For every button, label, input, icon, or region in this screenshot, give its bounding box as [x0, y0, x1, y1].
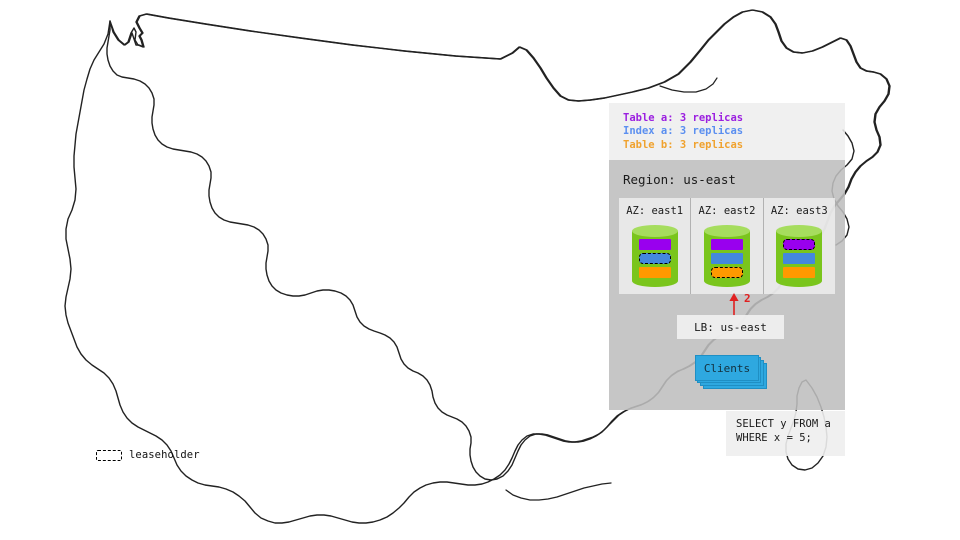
- leaseholder-swatch-icon: [96, 449, 122, 461]
- us-east-topology-panel: Table a: 3 replicas Index a: 3 replicas …: [609, 103, 845, 410]
- clients-label: Clients: [703, 361, 751, 375]
- replica-bar-table-a: [783, 239, 816, 250]
- replica-legend: Table a: 3 replicas Index a: 3 replicas …: [609, 103, 845, 160]
- region-us-east: Region: us-east AZ: east1: [609, 160, 845, 410]
- replica-bar-table-b: [638, 267, 671, 278]
- replica-bar-index-a: [783, 253, 816, 264]
- replica-legend-list: Table a: 3 replicas Index a: 3 replicas …: [623, 112, 743, 152]
- cylinder-top: [631, 225, 678, 237]
- node-cylinder-east3: [776, 225, 823, 287]
- replica-bars-east3: [783, 239, 816, 281]
- load-balancer-box: LB: us-east: [677, 315, 784, 339]
- sql-query-line-1: SELECT y FROM a: [736, 418, 831, 430]
- arrow-head: [729, 293, 739, 301]
- flow-arrow-lb-to-east2: 2: [726, 292, 766, 317]
- az-label-east1: AZ: east1: [626, 205, 684, 217]
- clients-stack[interactable]: Clients: [695, 355, 767, 389]
- replica-bar-table-b: [710, 267, 743, 278]
- region-title: Region: us-east: [623, 172, 736, 187]
- node-cylinder-east1: [631, 225, 678, 287]
- sql-query-line-2: WHERE x = 5;: [736, 431, 812, 444]
- legend-line-table-b: Table b: 3 replicas: [623, 138, 744, 151]
- az-cell-east3: AZ: east3: [764, 198, 835, 294]
- az-cell-east1: AZ: east1: [619, 198, 692, 294]
- az-cell-east2: AZ: east2: [691, 198, 764, 294]
- replica-bar-table-a: [710, 239, 743, 250]
- flow-arrow-count: 2: [744, 292, 751, 305]
- cylinder-top: [703, 225, 750, 237]
- replica-bars-east1: [638, 239, 671, 281]
- az-label-east2: AZ: east2: [698, 205, 756, 217]
- sql-query-callout: SELECT y FROM a WHERE x = 5;: [726, 411, 845, 456]
- leaseholder-key-label: leaseholder: [129, 449, 200, 461]
- great-lakes-path: [659, 77, 718, 93]
- replica-bar-table-a: [638, 239, 671, 250]
- clients-box[interactable]: Clients: [695, 355, 759, 381]
- replica-bar-index-a: [638, 253, 671, 264]
- availability-zone-row: AZ: east1 AZ: east2: [619, 198, 835, 294]
- load-balancer-label: LB: us-east: [694, 320, 767, 334]
- replica-bar-table-b: [783, 267, 816, 278]
- legend-line-index-a: Index a: 3 replicas: [623, 125, 744, 138]
- replica-bar-index-a: [710, 253, 743, 264]
- az-label-east3: AZ: east3: [770, 205, 828, 217]
- legend-line-table-a: Table a: 3 replicas: [623, 112, 744, 124]
- leaseholder-key: leaseholder: [96, 449, 200, 461]
- cylinder-top: [776, 225, 823, 237]
- texas-gulf-path: [505, 482, 612, 501]
- replica-bars-east2: [710, 239, 743, 281]
- node-cylinder-east2: [703, 225, 750, 287]
